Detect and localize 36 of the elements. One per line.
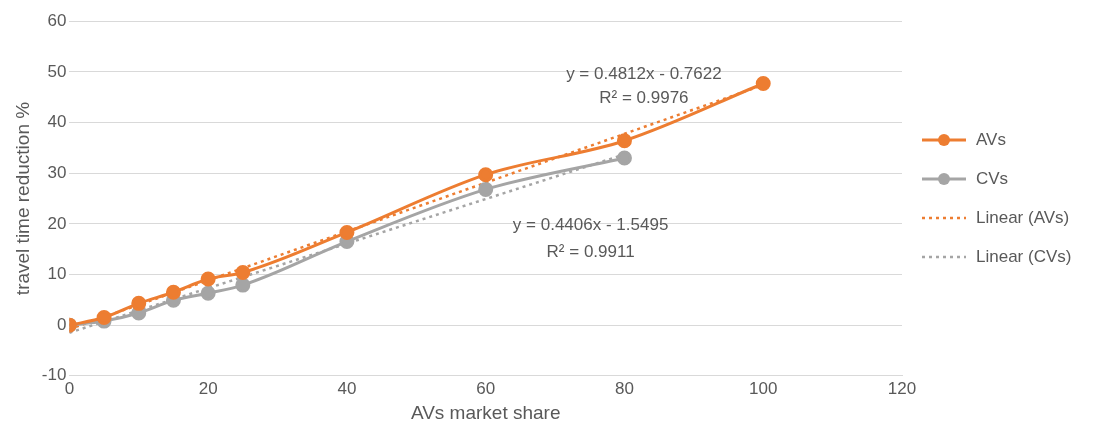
x-tick-label: 40 [337, 378, 357, 398]
x-tick-label: 20 [198, 378, 218, 398]
point [616, 133, 632, 149]
annotation: R² = 0.9911 [546, 242, 635, 262]
x-axis-title: AVs market share [410, 401, 561, 423]
annotation: y = 0.4406x - 1.5495 [512, 215, 669, 235]
y-tick-label: 20 [47, 213, 67, 233]
x-tick-label: 120 [887, 378, 917, 398]
point [200, 271, 216, 287]
point [165, 284, 181, 300]
y-tick-label: 0 [56, 314, 67, 334]
point [131, 295, 147, 311]
y-tick-label: -10 [41, 365, 67, 385]
legend-label: Linear (AVs) [976, 207, 1070, 227]
point [235, 264, 251, 280]
y-tick-label: 40 [47, 112, 67, 132]
y-tick-label: 50 [47, 61, 67, 81]
point [478, 167, 494, 183]
x-tick-label: 60 [476, 378, 496, 398]
x-tick-label: 100 [749, 378, 778, 398]
annotation: R² = 0.9976 [599, 88, 689, 108]
y-tick-label: 10 [47, 264, 67, 284]
point [339, 224, 355, 240]
legend-label: CVs [976, 168, 1009, 188]
legend-label: Linear (CVs) [976, 246, 1072, 266]
point [616, 150, 632, 166]
point [478, 181, 494, 197]
annotation: y = 0.4812x - 0.7622 [566, 63, 722, 83]
point [200, 285, 216, 301]
y-tick-label: 30 [47, 162, 67, 182]
point [235, 277, 251, 293]
x-tick-label: 80 [615, 378, 634, 398]
legend-label: AVs [976, 129, 1006, 149]
y-tick-label: 60 [47, 10, 67, 30]
y-axis-title: travel time reduction % [11, 101, 33, 296]
point [755, 76, 771, 92]
